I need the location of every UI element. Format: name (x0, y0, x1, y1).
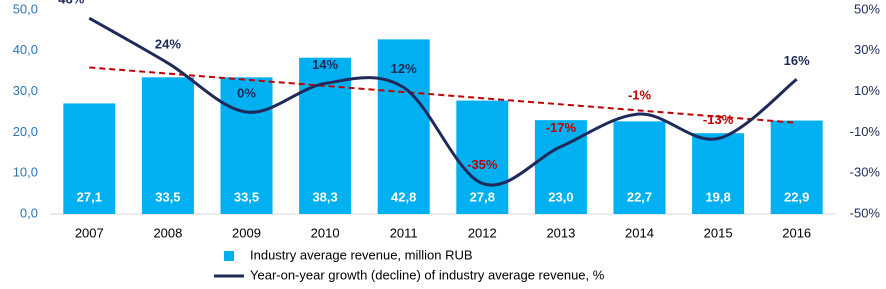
y-tick-label: 30,0 (13, 83, 38, 98)
bar (456, 100, 509, 214)
bar (220, 77, 273, 214)
line-value-label: -1% (628, 87, 652, 102)
bar (613, 121, 666, 214)
line-value-label: -13% (703, 112, 734, 127)
x-tick-label: 2013 (546, 225, 575, 240)
y-tick-label: 0,0 (20, 205, 38, 220)
x-tick-label: 2016 (782, 225, 811, 240)
line-value-label: 16% (784, 53, 810, 68)
x-tick-label: 2011 (390, 225, 418, 240)
bar-value-label: 23,0 (548, 189, 573, 204)
y-tick-label: 20,0 (13, 124, 38, 139)
y2-tick-label: -30% (850, 165, 881, 180)
line-value-label: -35% (467, 157, 498, 172)
bar-value-label: 27,8 (470, 189, 495, 204)
x-tick-label: 2015 (704, 225, 733, 240)
y2-tick-label: -50% (850, 205, 881, 220)
y-tick-label: 10,0 (13, 165, 38, 180)
bar (141, 77, 194, 214)
line-value-label: 0% (237, 85, 256, 100)
y2-tick-label: 30% (854, 42, 880, 57)
bar-value-label: 27,1 (77, 189, 102, 204)
bar (692, 133, 745, 214)
line-value-label: 12% (391, 61, 417, 76)
bar-value-label: 19,8 (705, 189, 730, 204)
legend-label: Year-on-year growth (decline) of industr… (250, 267, 605, 282)
line-value-label: 24% (155, 36, 181, 51)
y2-tick-label: -10% (850, 124, 881, 139)
bar (534, 120, 587, 214)
y-tick-label: 50,0 (13, 1, 38, 16)
bar (63, 103, 116, 214)
bar-value-label: 33,5 (234, 189, 259, 204)
x-tick-label: 2007 (75, 225, 104, 240)
line-value-label: -17% (546, 120, 577, 135)
line (88, 16, 798, 187)
bar-value-label: 22,9 (784, 189, 809, 204)
line-value-label: 46% (58, 0, 84, 7)
trendline (89, 66, 797, 124)
bar (377, 39, 430, 214)
y2-tick-label: 10% (854, 83, 880, 98)
bar-value-label: 33,5 (155, 189, 180, 204)
bar-value-label: 38,3 (312, 189, 337, 204)
bar-value-label: 42,8 (391, 189, 416, 204)
legend-label: Industry average revenue, million RUB (250, 247, 473, 262)
y-tick-label: 40,0 (13, 42, 38, 57)
x-tick-label: 2009 (232, 225, 261, 240)
legend-swatch (224, 251, 234, 261)
x-tick-label: 2014 (625, 225, 654, 240)
x-tick-label: 2010 (311, 225, 340, 240)
bar-value-label: 22,7 (627, 189, 652, 204)
line-value-label: 14% (312, 57, 338, 72)
x-tick-label: 2008 (153, 225, 182, 240)
x-tick-label: 2012 (468, 225, 497, 240)
y2-tick-label: 50% (854, 1, 880, 16)
bar (770, 120, 823, 214)
